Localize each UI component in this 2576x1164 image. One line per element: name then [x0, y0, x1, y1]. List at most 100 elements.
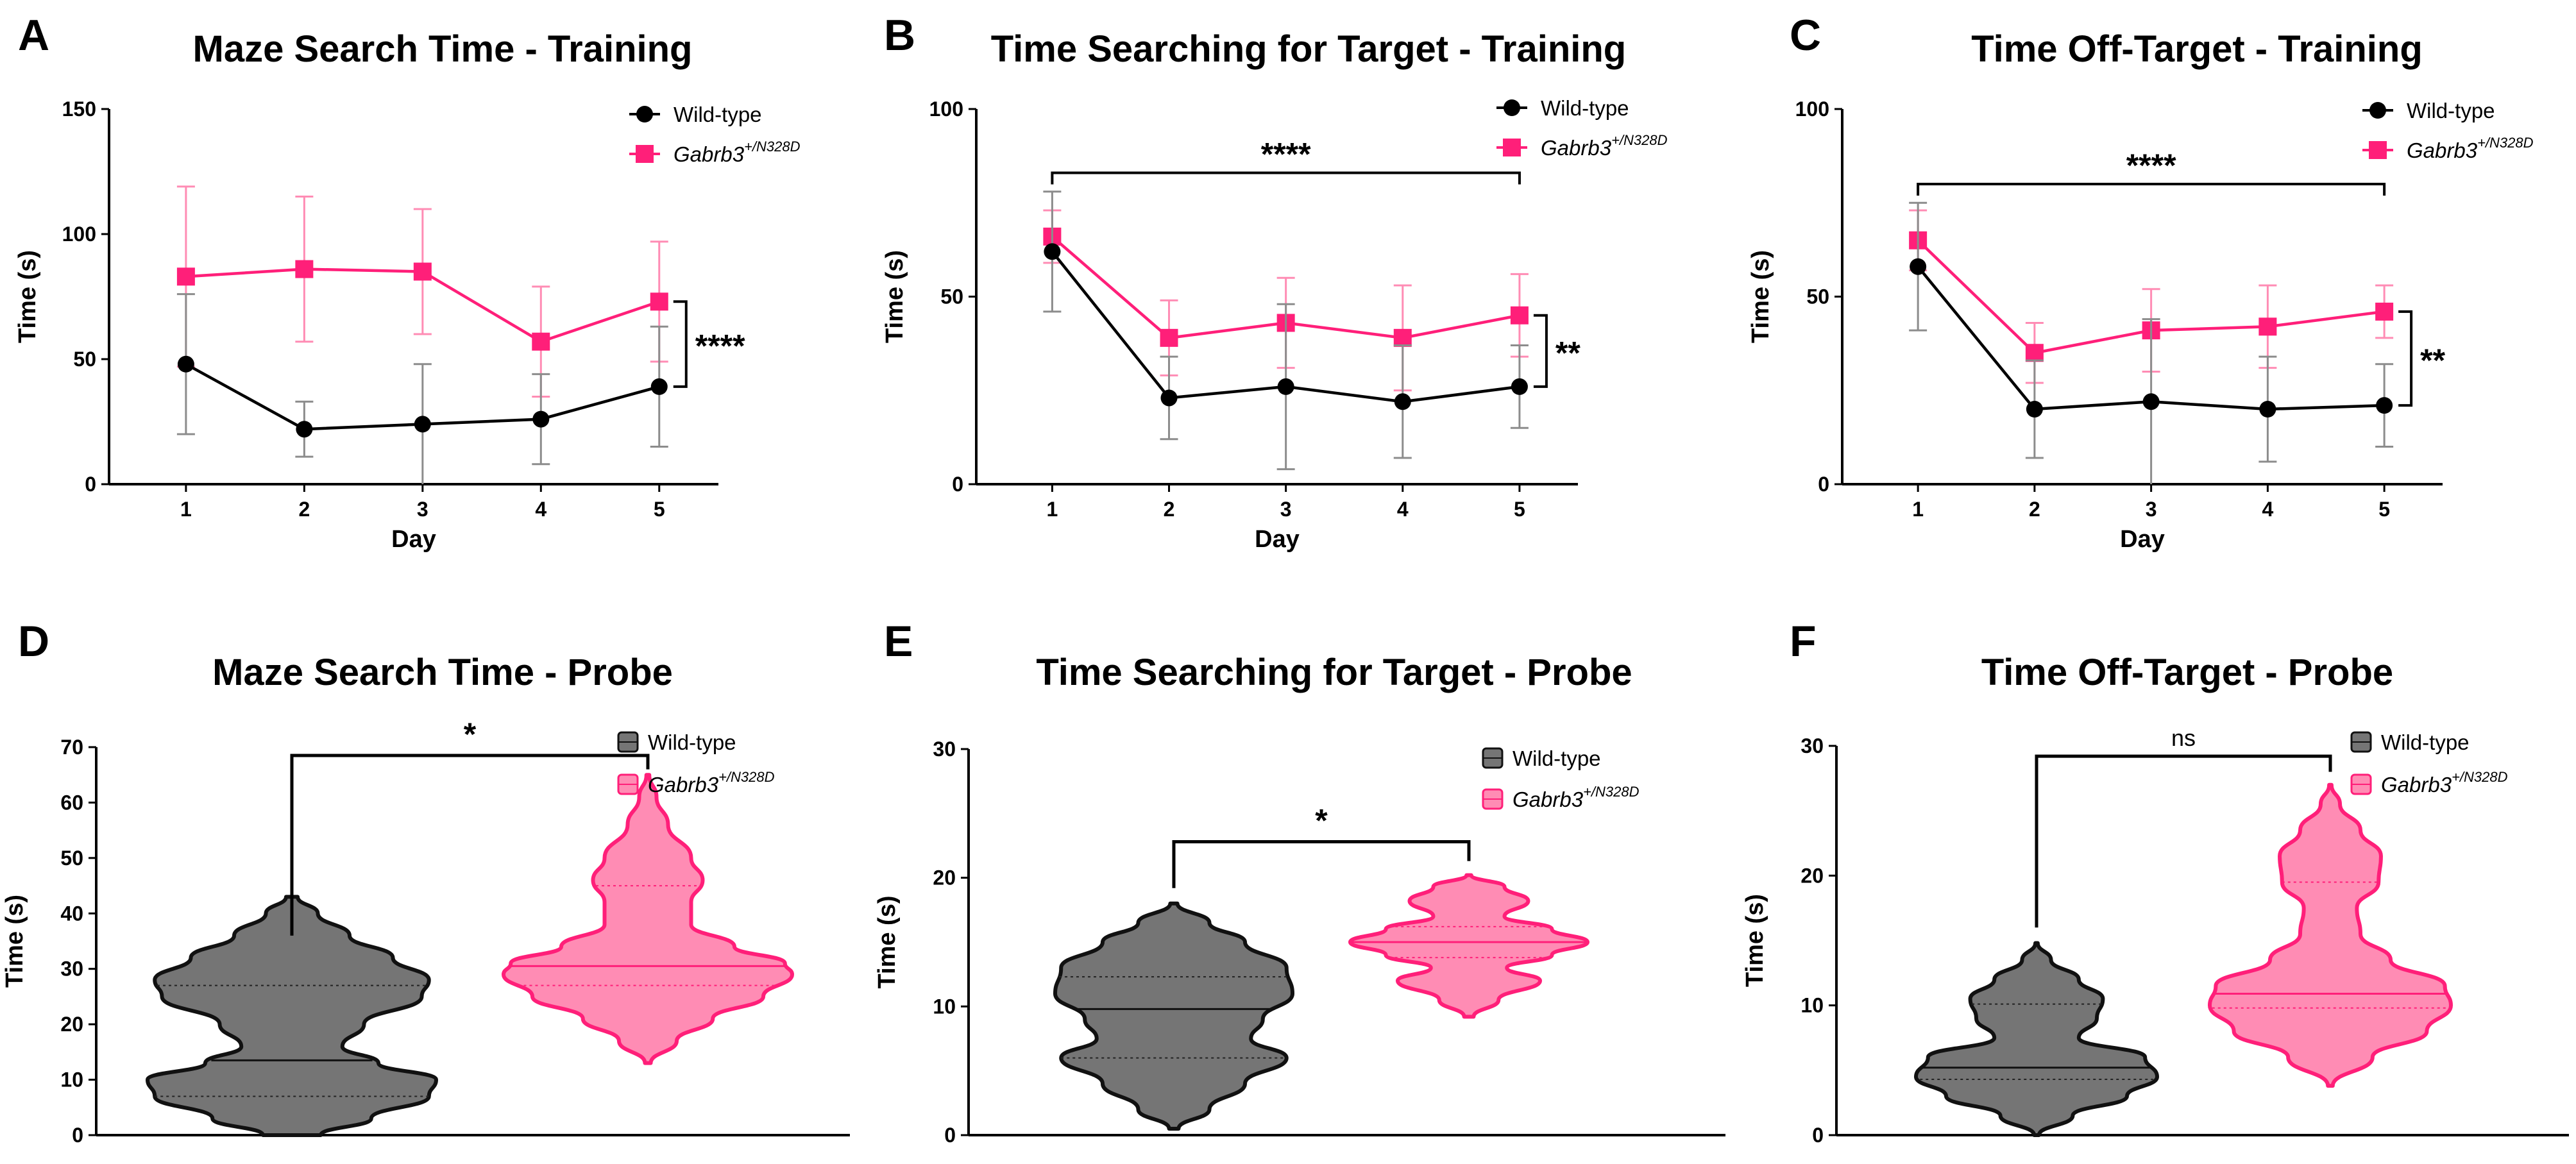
- x-tick-label: 1: [1046, 498, 1058, 521]
- legend-label-superscript: +/N328D: [2477, 135, 2534, 151]
- chart-title: Time Searching for Target - Probe: [1036, 652, 1632, 693]
- y-tick-label: 0: [944, 1124, 956, 1147]
- chart-title: Time Off-Target - Probe: [1981, 652, 2393, 693]
- y-tick-label: 30: [1801, 734, 1824, 757]
- data-point: [1393, 328, 1412, 347]
- data-point: [177, 355, 194, 373]
- legend-label-superscript: +/N328D: [2452, 769, 2508, 785]
- x-axis-label: Day: [391, 526, 436, 553]
- y-tick-label: 50: [940, 285, 963, 308]
- y-tick-label: 20: [933, 866, 956, 890]
- violin: [502, 773, 794, 1065]
- x-tick-label: 5: [654, 498, 665, 521]
- violin: [2208, 782, 2453, 1088]
- panel-letter: C: [1790, 11, 1821, 60]
- legend-label-superscript: +/N328D: [1611, 132, 1668, 148]
- legend-label: Gabrb3+/N328D: [1541, 132, 1668, 160]
- panel-A: A Maze Search Time - Training 0 50 100 150 Tim…: [14, 11, 801, 553]
- legend-label: Wild-type: [1541, 96, 1629, 120]
- data-point: [296, 421, 313, 438]
- panel-D: D Maze Search Time - Probe 0 10 20 30 40 50 60 70…: [1, 617, 850, 1147]
- data-point: [2376, 397, 2393, 414]
- x-tick-label: 1: [1912, 498, 1924, 521]
- significance-label: ns: [2171, 725, 2196, 751]
- panel-letter: D: [18, 617, 49, 666]
- significance-label: **: [1555, 335, 1580, 371]
- y-tick-label: 50: [73, 348, 96, 371]
- x-axis-label: Day: [2120, 526, 2165, 553]
- x-tick-label: 4: [535, 498, 547, 521]
- legend-label: Gabrb3+/N328D: [648, 769, 775, 797]
- data-point: [2026, 401, 2043, 418]
- x-tick-label: 5: [1514, 498, 1525, 521]
- significance-label: *: [1315, 802, 1328, 838]
- data-point: [2142, 393, 2160, 410]
- legend-marker: [636, 145, 654, 163]
- legend-marker: [2369, 102, 2386, 119]
- legend-label-superscript: +/N328D: [718, 769, 775, 785]
- legend-label-name: Gabrb3: [1541, 136, 1612, 160]
- data-point: [1044, 243, 1061, 260]
- legend-label-name: Wild-type: [2381, 730, 2470, 754]
- violin: [1914, 941, 2159, 1137]
- y-tick-label: 50: [60, 847, 83, 870]
- data-point: [532, 410, 550, 428]
- legend-label: Wild-type: [648, 730, 736, 754]
- legend-label: Wild-type: [674, 103, 762, 126]
- y-axis-label: Time (s): [881, 250, 908, 343]
- x-tick-label: 2: [1164, 498, 1175, 521]
- data-point: [1511, 378, 1528, 395]
- data-point: [2025, 344, 2044, 362]
- x-tick-label: 3: [2146, 498, 2157, 521]
- legend-label-superscript: +/N328D: [1583, 784, 1640, 800]
- legend-marker: [1503, 139, 1521, 156]
- y-tick-label: 60: [60, 791, 83, 814]
- significance-label: *: [464, 716, 477, 752]
- legend-label-name: Wild-type: [1541, 96, 1629, 120]
- legend-label-name: Wild-type: [2407, 99, 2495, 122]
- data-point: [1394, 393, 1411, 410]
- x-tick-label: 4: [1397, 498, 1409, 521]
- y-tick-label: 10: [60, 1068, 83, 1092]
- data-point: [532, 332, 550, 351]
- y-tick-label: 70: [60, 736, 83, 759]
- legend-marker: [636, 106, 653, 122]
- legend-label: Wild-type: [1513, 746, 1601, 770]
- significance-bracket: [1533, 314, 1548, 388]
- chart-title: Maze Search Time - Training: [193, 28, 693, 70]
- panel-letter: B: [884, 11, 915, 60]
- significance-label: ****: [695, 328, 745, 364]
- data-point: [2258, 317, 2277, 336]
- legend-label: Wild-type: [2407, 99, 2495, 122]
- data-point: [650, 378, 668, 395]
- y-tick-label: 20: [60, 1013, 83, 1036]
- x-tick-label: 2: [298, 498, 310, 521]
- legend-label-name: Wild-type: [674, 103, 762, 126]
- y-tick-label: 50: [1806, 285, 1829, 308]
- panel-E: E Time Searching for Target - Probe 0 10 20 3…: [874, 617, 1725, 1147]
- legend-label-name: Gabrb3: [674, 142, 745, 166]
- x-tick-label: 3: [417, 498, 428, 521]
- significance-bracket: [1172, 839, 1471, 888]
- y-tick-label: 0: [72, 1124, 83, 1147]
- x-tick-label: 2: [2029, 498, 2040, 521]
- legend-label-name: Wild-type: [648, 730, 736, 754]
- y-tick-label: 100: [62, 223, 96, 246]
- significance-bracket: [1917, 183, 2386, 196]
- significance-label: ****: [2126, 148, 2176, 183]
- significance-bracket: [2398, 310, 2413, 407]
- y-tick-label: 100: [929, 97, 963, 121]
- panel-letter: A: [18, 11, 49, 60]
- legend-label-name: Gabrb3: [1513, 788, 1584, 811]
- data-point: [413, 262, 432, 281]
- y-tick-label: 40: [60, 902, 83, 925]
- significance-bracket: [673, 300, 688, 388]
- data-point: [2375, 302, 2394, 321]
- x-tick-label: 3: [1280, 498, 1292, 521]
- data-point: [414, 416, 431, 433]
- legend-label: Gabrb3+/N328D: [2381, 769, 2508, 797]
- legend-label-name: Wild-type: [1513, 746, 1601, 770]
- y-axis-label: Time (s): [14, 250, 41, 343]
- x-tick-label: 1: [180, 498, 192, 521]
- data-point: [2259, 401, 2276, 418]
